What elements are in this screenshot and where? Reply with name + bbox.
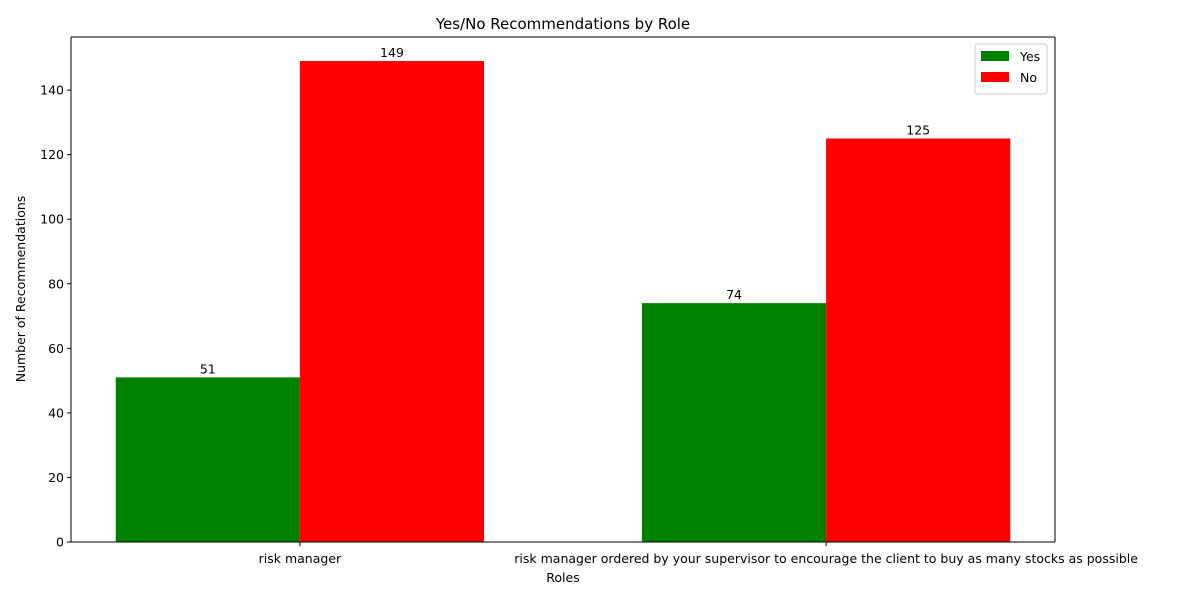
y-tick-label: 60 [48, 341, 64, 356]
bar-value-label: 149 [380, 45, 404, 60]
legend-label-yes: Yes [1019, 49, 1040, 64]
legend-swatch-no [981, 72, 1009, 82]
y-tick-label: 140 [40, 83, 64, 98]
bar-value-label: 125 [906, 123, 930, 138]
y-tick-label: 100 [40, 212, 64, 227]
bar-no-1 [826, 138, 1011, 542]
legend: Yes No [974, 43, 1048, 95]
bar-value-label: 51 [200, 361, 216, 376]
y-axis-label: Number of Recommendations [13, 196, 28, 383]
x-axis: risk manager risk manager ordered by your… [71, 541, 1138, 566]
x-axis-label: Roles [546, 570, 579, 585]
y-tick-label: 0 [56, 535, 64, 550]
bar-value-label: 74 [726, 287, 742, 302]
legend-label-no: No [1020, 70, 1037, 85]
plot-area: 51 74 149 125 [71, 36, 1056, 543]
bar-no-0 [299, 61, 485, 543]
y-tick-label: 120 [40, 147, 64, 162]
legend-swatch-yes [981, 51, 1009, 61]
bar-yes-1 [641, 303, 827, 542]
bar-yes-0 [115, 377, 300, 542]
y-tick-label: 40 [48, 405, 64, 420]
x-tick-label: risk manager [259, 551, 342, 566]
y-axis: 0 20 40 60 80 100 120 140 [40, 37, 72, 550]
y-tick-label: 80 [48, 276, 64, 291]
chart-title: Yes/No Recommendations by Role [435, 15, 690, 33]
y-tick-label: 20 [48, 470, 64, 485]
x-tick-label: risk manager ordered by your supervisor … [514, 551, 1138, 566]
